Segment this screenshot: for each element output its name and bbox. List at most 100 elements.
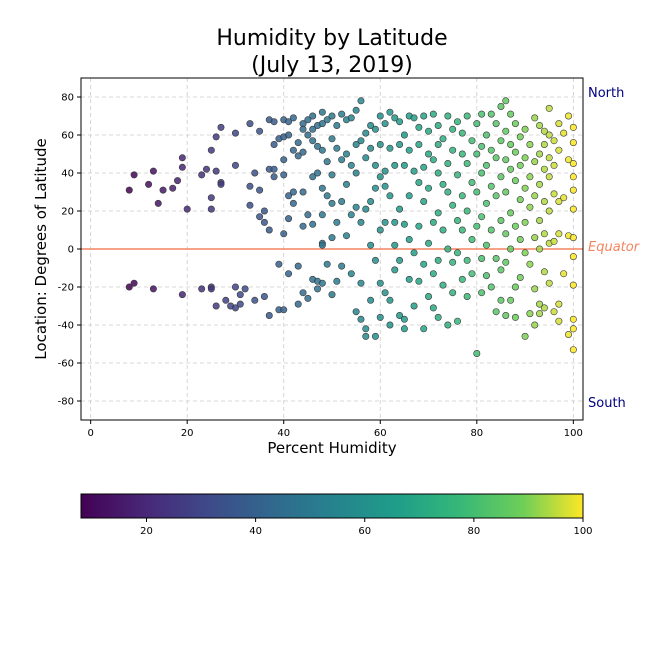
data-point: [531, 192, 539, 200]
data-point: [434, 169, 442, 177]
data-point: [429, 156, 437, 164]
chart-title-line2: (July 13, 2019): [251, 53, 413, 78]
data-point: [429, 218, 437, 226]
data-point: [425, 239, 433, 247]
data-point: [410, 302, 418, 310]
data-point: [309, 137, 317, 145]
data-point: [439, 281, 447, 289]
y-axis-ticks: -80 -60 -40 -20 0 20 40 60 80: [58, 93, 81, 408]
data-point: [545, 207, 553, 215]
data-point: [540, 304, 548, 312]
data-point: [362, 129, 370, 137]
data-point: [531, 158, 539, 166]
data-point: [270, 165, 278, 173]
data-point: [507, 245, 515, 253]
data-point: [531, 114, 539, 122]
data-point: [347, 161, 355, 169]
data-point: [362, 154, 370, 162]
data-point: [289, 199, 297, 207]
data-point: [449, 125, 457, 133]
data-point: [376, 313, 384, 321]
data-point: [347, 211, 355, 219]
data-point: [314, 169, 322, 177]
data-point: [381, 167, 389, 175]
data-point: [425, 292, 433, 300]
data-point: [125, 283, 133, 291]
y-tick-label: -20: [58, 283, 74, 294]
data-point: [328, 171, 336, 179]
data-point: [352, 106, 360, 114]
data-point: [473, 349, 481, 357]
data-point: [521, 249, 529, 257]
x-tick-label: 60: [374, 428, 387, 439]
data-point: [502, 311, 510, 319]
data-point: [299, 188, 307, 196]
data-point: [487, 182, 495, 190]
data-point: [207, 146, 215, 154]
data-point: [569, 234, 577, 242]
x-tick-label: 80: [470, 428, 483, 439]
data-point: [391, 218, 399, 226]
data-point: [516, 236, 524, 244]
data-point: [400, 161, 408, 169]
data-point: [497, 173, 505, 181]
colorbar: [80, 493, 584, 519]
data-point: [569, 123, 577, 131]
data-point: [502, 188, 510, 196]
data-point: [260, 292, 268, 300]
data-point: [516, 273, 524, 281]
data-point: [371, 161, 379, 169]
data-point: [381, 182, 389, 190]
data-point: [231, 161, 239, 169]
data-point: [449, 146, 457, 154]
data-point: [531, 285, 539, 293]
data-point: [449, 201, 457, 209]
data-point: [386, 296, 394, 304]
data-point: [246, 182, 254, 190]
data-point: [367, 122, 375, 130]
south-annotation: South: [588, 396, 626, 411]
data-point: [396, 205, 404, 213]
data-point: [540, 141, 548, 149]
data-point: [478, 289, 486, 297]
data-point: [400, 325, 408, 333]
data-point: [536, 180, 544, 188]
data-point: [270, 173, 278, 181]
data-point: [569, 160, 577, 168]
data-point: [386, 192, 394, 200]
data-point: [507, 296, 515, 304]
data-point: [294, 262, 302, 270]
data-point: [463, 292, 471, 300]
data-point: [328, 199, 336, 207]
x-axis-label: Percent Humidity: [267, 439, 396, 457]
data-point: [347, 270, 355, 278]
data-point: [550, 161, 558, 169]
data-point: [304, 211, 312, 219]
data-point: [149, 285, 157, 293]
data-point: [386, 144, 394, 152]
data-point: [328, 112, 336, 120]
data-point: [280, 171, 288, 179]
data-point: [212, 167, 220, 175]
data-point: [453, 171, 461, 179]
data-point: [125, 186, 133, 194]
data-point: [555, 230, 563, 238]
x-tick-label: 100: [564, 428, 583, 439]
data-point: [429, 270, 437, 278]
x-tick-label: 0: [87, 428, 93, 439]
data-point: [367, 198, 375, 206]
data-point: [458, 150, 466, 158]
data-point: [545, 131, 553, 139]
data-point: [265, 311, 273, 319]
data-point: [458, 192, 466, 200]
data-point: [569, 186, 577, 194]
data-point: [318, 108, 326, 116]
data-point: [521, 125, 529, 133]
data-point: [400, 220, 408, 228]
data-point: [434, 122, 442, 130]
data-point: [405, 192, 413, 200]
data-point: [154, 199, 162, 207]
data-point: [482, 131, 490, 139]
data-point: [540, 165, 548, 173]
data-point: [540, 127, 548, 135]
